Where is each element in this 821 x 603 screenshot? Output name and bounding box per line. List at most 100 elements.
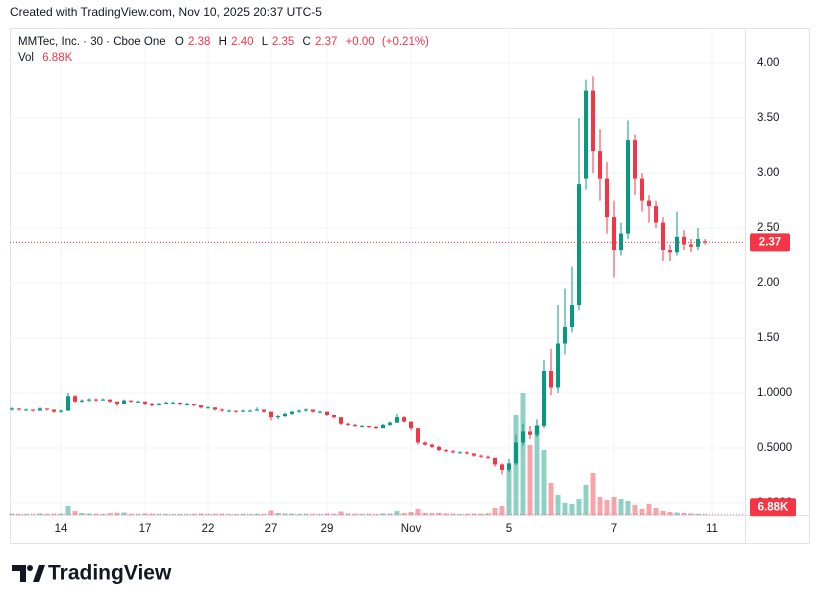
volume-bar — [639, 509, 645, 515]
candle-body — [451, 451, 455, 453]
candle-body — [10, 408, 14, 410]
candle-body — [248, 410, 252, 412]
volume-bar — [261, 514, 267, 515]
candle-body — [332, 414, 336, 418]
candle-body — [542, 370, 546, 426]
y-tick-label: 2.00 — [757, 277, 779, 289]
candle-body — [199, 405, 203, 408]
volume-bar — [562, 503, 568, 515]
volume-bar — [660, 511, 666, 515]
y-tick-label: 0.5000 — [757, 442, 792, 454]
y-tick-label: 4.00 — [757, 57, 779, 69]
volume-bar — [219, 513, 225, 515]
candle-body — [311, 409, 315, 412]
candle-body — [626, 140, 630, 234]
candle-body — [129, 400, 133, 402]
volume-bar — [590, 473, 596, 515]
volume-bar — [632, 505, 638, 515]
candle-body — [290, 411, 294, 414]
x-tick-label: 22 — [202, 523, 215, 535]
candle-body — [444, 450, 448, 452]
candle-body — [45, 408, 49, 410]
candle-body — [661, 222, 665, 251]
candle-body — [59, 410, 63, 412]
candle-body — [500, 464, 504, 470]
brand-logo — [12, 565, 45, 582]
candle-body — [339, 417, 343, 424]
volume-bar — [506, 470, 512, 515]
volume-bar — [345, 513, 351, 515]
candle-body — [269, 411, 273, 418]
volume-bar — [303, 513, 309, 515]
volume-bar — [674, 512, 680, 515]
volume-bar — [338, 511, 344, 515]
candle-body — [430, 444, 434, 447]
candle-body — [486, 456, 490, 458]
volume-bar — [618, 499, 624, 515]
candle-body — [164, 402, 168, 404]
volume-bar — [527, 445, 533, 515]
candle-body — [584, 90, 588, 179]
legend-low: 2.35 — [272, 36, 294, 48]
candle-body — [108, 399, 112, 402]
volume-bar — [366, 513, 372, 515]
axes: 4.003.503.002.502.001.501.00000.50000.00… — [10, 57, 796, 535]
volume-bar — [387, 513, 393, 515]
last-price-label: 2.37 — [759, 236, 781, 248]
candle-body — [556, 343, 560, 388]
volume-bar — [520, 393, 526, 515]
candle-body — [535, 425, 539, 435]
candle-body — [66, 396, 70, 411]
candle-body — [318, 411, 322, 413]
legend-change-pct: (+0.21%) — [382, 36, 429, 48]
volume-bar — [240, 514, 246, 515]
candle-body — [437, 446, 441, 451]
volume-bar — [702, 514, 708, 515]
candle-body — [374, 427, 378, 429]
volume-bar — [429, 513, 435, 515]
candle-body — [577, 184, 581, 306]
candle-body — [696, 239, 700, 247]
candle-body — [416, 428, 420, 443]
volume-bar — [93, 513, 99, 515]
volume-bar — [653, 508, 659, 515]
candle-body — [136, 401, 140, 403]
legend-high: 2.40 — [231, 36, 253, 48]
brand: TradingView — [48, 562, 172, 585]
candle-body — [423, 442, 427, 445]
candle-body — [150, 403, 154, 406]
y-tick-label: 3.50 — [757, 112, 779, 124]
volume-bar — [72, 511, 78, 515]
candle-body — [122, 400, 126, 404]
last-volume-label: 6.88K — [758, 501, 789, 513]
candle-body — [185, 403, 189, 405]
candle-body — [598, 151, 602, 179]
candle-body — [682, 236, 686, 245]
candle-body — [255, 409, 259, 411]
candle-body — [668, 250, 672, 253]
candle-body — [409, 421, 413, 429]
candle-body — [395, 417, 399, 423]
candle-body — [612, 217, 616, 251]
candle-body — [521, 431, 525, 443]
volume-bar — [541, 450, 547, 515]
candle-body — [143, 401, 147, 404]
volume-bar — [604, 500, 610, 515]
candle-body — [458, 452, 462, 454]
candle-body — [591, 90, 595, 152]
candle-body — [647, 200, 651, 207]
candle-body — [220, 409, 224, 411]
y-tick-label: 3.00 — [757, 167, 779, 179]
volume-bar — [667, 512, 673, 515]
candle-body — [38, 408, 42, 411]
candle-body — [689, 244, 693, 247]
candle-body — [115, 401, 119, 404]
legend-volume-value: 6.88K — [42, 52, 72, 64]
volume-bar — [415, 509, 421, 515]
candle-body — [17, 408, 21, 410]
candle-body — [640, 178, 644, 201]
legend-close-label: C — [302, 36, 310, 48]
candle-body — [283, 413, 287, 417]
candle-body — [514, 442, 518, 464]
